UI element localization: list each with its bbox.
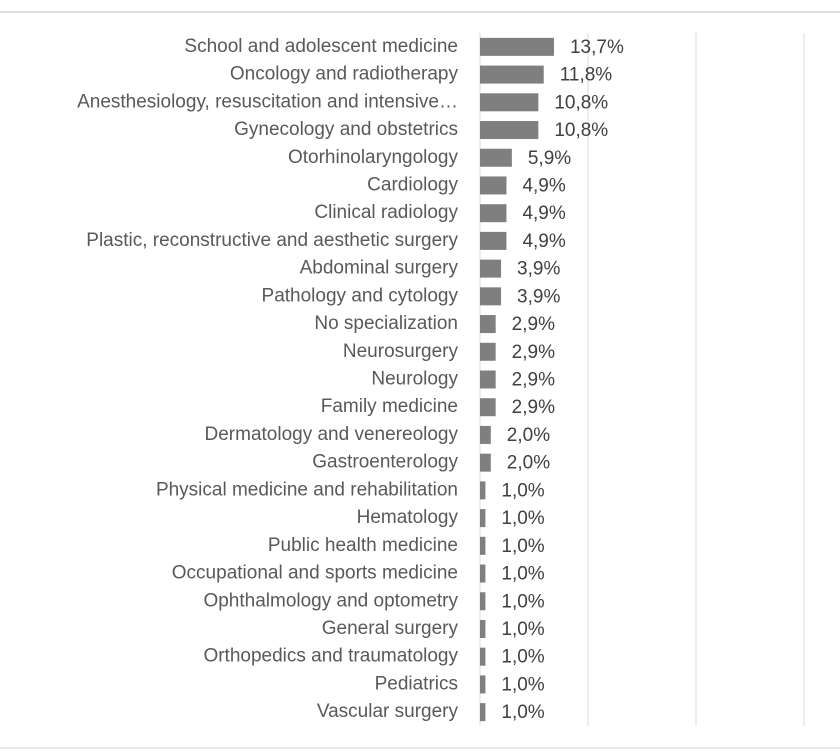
value-label: 1,0%	[501, 564, 544, 585]
value-label: 1,0%	[501, 619, 544, 640]
category-label: Anesthesiology, resuscitation and intens…	[77, 91, 458, 112]
category-label: Neurology	[371, 369, 458, 390]
value-label: 2,9%	[512, 370, 555, 391]
value-label: 11,8%	[560, 65, 613, 86]
bar	[480, 619, 486, 638]
category-label: Abdominal surgery	[300, 258, 459, 279]
category-label: Gynecology and obstetrics	[234, 119, 458, 140]
value-label: 1,0%	[501, 647, 544, 668]
value-label: 4,9%	[522, 203, 565, 224]
bar	[480, 675, 486, 694]
bar	[480, 536, 486, 555]
bar	[480, 398, 496, 417]
bar	[480, 592, 486, 611]
category-label: Oncology and radiotherapy	[230, 64, 459, 85]
bar	[480, 315, 496, 334]
bar	[480, 509, 486, 528]
value-label: 2,9%	[512, 397, 555, 418]
category-label: Ophthalmology and optometry	[203, 590, 458, 611]
bar	[480, 231, 507, 250]
category-label: Pathology and cytology	[262, 285, 459, 306]
value-label: 1,0%	[501, 702, 544, 723]
value-label: 2,0%	[507, 453, 550, 474]
value-label: 13,7%	[570, 37, 624, 58]
bar	[480, 176, 507, 195]
category-label: Neurosurgery	[343, 341, 459, 362]
value-label: 10,8%	[554, 92, 608, 113]
value-label: 5,9%	[528, 148, 571, 169]
value-label: 1,0%	[501, 480, 544, 501]
value-label: 3,9%	[517, 286, 560, 307]
bar	[480, 37, 554, 56]
bar	[480, 259, 502, 278]
value-label: 10,8%	[554, 120, 608, 141]
value-label: 3,9%	[517, 259, 560, 280]
category-label: Orthopedics and traumatology	[203, 646, 458, 667]
value-label: 1,0%	[501, 674, 544, 695]
bar	[480, 148, 512, 167]
category-label: Plastic, reconstructive and aesthetic su…	[86, 230, 458, 251]
value-label: 1,0%	[501, 591, 544, 612]
category-label: Public health medicine	[268, 535, 458, 556]
category-label: Occupational and sports medicine	[172, 563, 458, 584]
value-label: 2,9%	[512, 342, 555, 363]
bar	[480, 370, 496, 389]
bar	[480, 425, 491, 444]
category-label: School and adolescent medicine	[184, 36, 458, 57]
bar	[480, 564, 486, 583]
value-label: 1,0%	[501, 536, 544, 557]
category-label: Vascular surgery	[317, 701, 459, 722]
category-label: No specialization	[314, 313, 458, 334]
category-label: Physical medicine and rehabilitation	[156, 479, 458, 500]
bar	[480, 65, 544, 84]
category-label: Clinical radiology	[314, 202, 458, 223]
category-label: Gastroenterology	[312, 452, 458, 473]
bar	[480, 703, 486, 722]
value-label: 4,9%	[522, 231, 565, 252]
category-label: Cardiology	[367, 174, 458, 195]
category-label: Dermatology and venereology	[205, 424, 459, 445]
category-label: Hematology	[357, 507, 459, 528]
bar	[480, 453, 491, 472]
bar	[480, 481, 486, 500]
category-label: Family medicine	[321, 396, 458, 417]
bar	[480, 204, 507, 223]
value-label: 2,9%	[512, 314, 555, 335]
value-label: 4,9%	[522, 175, 565, 196]
category-label: Pediatrics	[375, 673, 458, 694]
value-label: 2,0%	[507, 425, 550, 446]
category-label: Otorhinolaryngology	[288, 147, 459, 168]
bar	[480, 287, 502, 306]
bar	[480, 93, 539, 112]
bar	[480, 342, 496, 361]
bar	[480, 121, 539, 140]
bar	[480, 647, 486, 666]
value-label: 1,0%	[501, 508, 544, 529]
category-label: General surgery	[322, 618, 459, 639]
